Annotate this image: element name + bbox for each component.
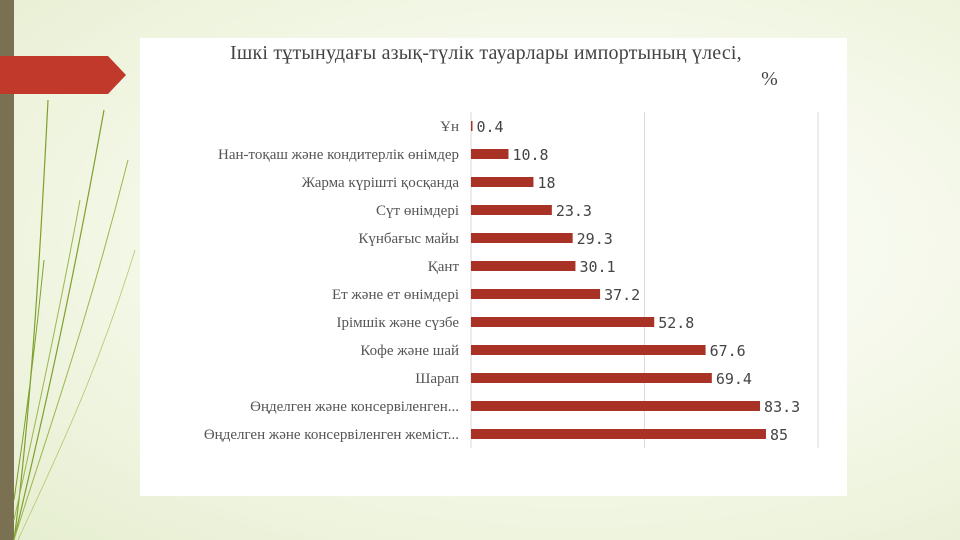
data-label: 67.6: [710, 342, 746, 360]
bar: [471, 205, 552, 215]
category-label: Ұн: [440, 119, 459, 135]
chart-title: Ішкі тұтынудағы азық-түлік тауарлары имп…: [230, 40, 778, 92]
data-label: 30.1: [579, 258, 615, 276]
data-label: 85: [770, 426, 788, 444]
data-label: 10.8: [512, 146, 548, 164]
category-label: Ет және ет өнімдері: [332, 287, 459, 303]
decorative-strands: [0, 56, 136, 540]
category-label: Шарап: [415, 371, 459, 387]
data-label: 69.4: [716, 370, 752, 388]
category-label: Күнбағыс майы: [358, 231, 459, 247]
decorative-side-band: [0, 0, 14, 540]
category-label: Өңделген және консервіленген...: [250, 399, 459, 415]
category-label: Жарма күрішті қосқанда: [302, 175, 460, 191]
data-label: 52.8: [658, 314, 694, 332]
category-label: Өңделген және консервіленген жеміст...: [204, 427, 459, 443]
data-label: 29.3: [577, 230, 613, 248]
category-label: Сүт өнімдері: [376, 203, 459, 219]
bar: [471, 345, 706, 355]
bar: [471, 261, 576, 271]
data-label: 37.2: [604, 286, 640, 304]
data-label: 23.3: [556, 202, 592, 220]
category-label: Қант: [428, 259, 460, 275]
bar: [471, 177, 534, 187]
data-label: 18: [537, 174, 555, 192]
bar: [471, 121, 473, 131]
category-label: Нан-тоқаш және кондитерлік өнімдер: [218, 147, 459, 163]
bar: [471, 373, 712, 383]
data-label: 83.3: [764, 398, 800, 416]
bar: [471, 233, 573, 243]
data-label: 0.4: [477, 118, 504, 136]
bar: [471, 317, 655, 327]
category-label: Ірімшік және сүзбе: [336, 315, 459, 331]
category-label: Кофе және шай: [360, 343, 459, 359]
bar: [471, 401, 761, 411]
chart-title-line-2: %: [761, 68, 778, 90]
bar: [471, 429, 766, 439]
bar: [471, 289, 601, 299]
bar: [471, 149, 509, 159]
chart-title-line-1: Ішкі тұтынудағы азық-түлік тауарлары имп…: [230, 42, 742, 64]
